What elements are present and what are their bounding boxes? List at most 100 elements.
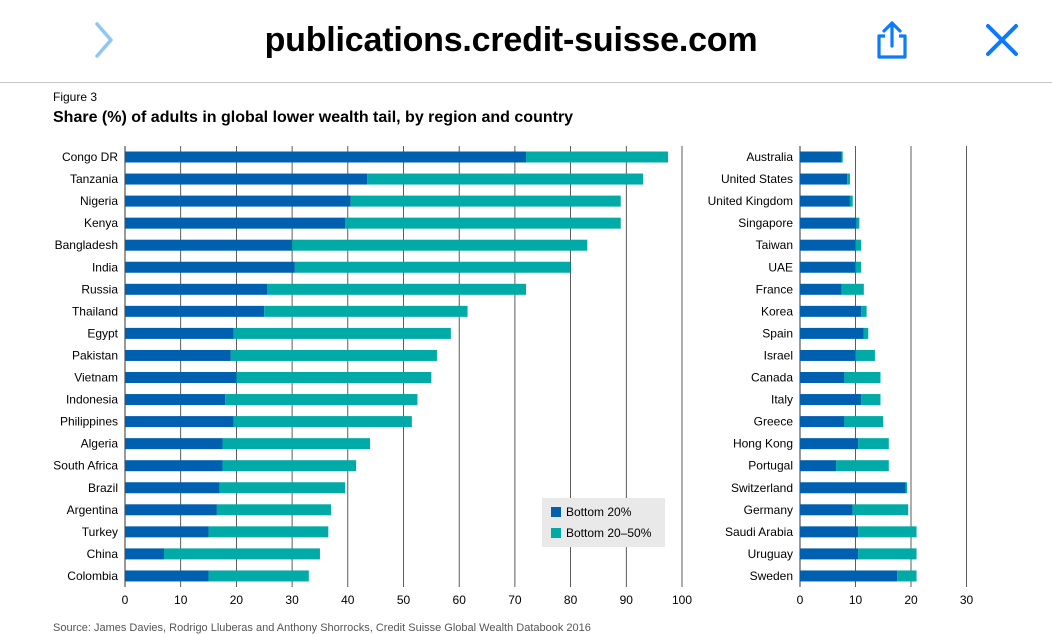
left-tick-label: 70 (508, 593, 522, 607)
right-bar-bottom20-50 (841, 283, 864, 295)
right-category-label: Uruguay (748, 547, 793, 561)
right-bar-bottom20 (800, 239, 856, 251)
right-bar-bottom20-50 (863, 327, 869, 339)
right-bar-bottom20 (800, 173, 848, 185)
right-category-label: Taiwan (756, 238, 793, 252)
left-bar-bottom20-50 (219, 482, 346, 494)
right-bar-bottom20 (800, 283, 842, 295)
legend-swatch (551, 528, 561, 538)
right-bar-bottom20 (800, 195, 850, 207)
figure-title: Share (%) of adults in global lower weal… (53, 109, 574, 126)
share-button[interactable] (866, 14, 918, 66)
right-bar-bottom20-50 (841, 151, 843, 163)
left-category-label: Bangladesh (55, 238, 118, 252)
left-category-label: Brazil (88, 481, 118, 495)
left-tick-label: 60 (453, 593, 467, 607)
right-category-label: Australia (746, 150, 793, 164)
right-bar-bottom20 (800, 327, 864, 339)
legend-entry: Bottom 20–50% (566, 526, 652, 540)
left-tick-label: 10 (174, 593, 188, 607)
right-bar-bottom20 (800, 394, 862, 406)
figure-label: Figure 3 (53, 90, 98, 104)
close-icon (986, 24, 1018, 56)
right-category-label: Spain (762, 326, 793, 340)
right-bar-bottom20-50 (855, 239, 862, 251)
left-bar-bottom20-50 (233, 327, 451, 339)
right-bar-bottom20-50 (855, 261, 862, 273)
forward-button[interactable] (84, 18, 124, 62)
left-bar-bottom20-50 (233, 416, 412, 428)
right-category-label: Canada (751, 371, 793, 385)
right-category-label: France (756, 282, 794, 296)
right-category-label: Switzerland (731, 481, 793, 495)
right-bar-bottom20-50 (847, 173, 850, 185)
right-bar-bottom20-50 (836, 460, 889, 472)
left-tick-label: 0 (122, 593, 129, 607)
right-bar-bottom20-50 (861, 394, 881, 406)
left-category-label: Nigeria (80, 194, 118, 208)
left-category-label: India (92, 260, 118, 274)
left-category-label: South Africa (53, 459, 118, 473)
left-bar-bottom20 (125, 416, 234, 428)
close-button[interactable] (976, 14, 1028, 66)
left-bar-bottom20 (125, 526, 209, 538)
figure-source: Source: James Davies, Rodrigo Lluberas a… (53, 622, 591, 634)
right-bar-bottom20 (800, 349, 856, 361)
right-bar-bottom20-50 (855, 349, 875, 361)
left-bar-bottom20 (125, 504, 217, 516)
left-bar-bottom20-50 (292, 239, 588, 251)
right-category-label: Hong Kong (733, 437, 793, 451)
left-bar-bottom20 (125, 217, 346, 229)
left-bar-bottom20-50 (208, 570, 309, 582)
right-category-label: UAE (768, 260, 793, 274)
right-bar-bottom20-50 (852, 504, 909, 516)
left-bar-bottom20-50 (163, 548, 320, 560)
left-tick-label: 30 (285, 593, 299, 607)
left-category-label: China (87, 547, 119, 561)
left-category-label: Russia (81, 282, 118, 296)
share-icon (877, 21, 907, 59)
left-bar-bottom20-50 (350, 195, 621, 207)
left-category-label: Argentina (67, 503, 119, 517)
left-bar-bottom20-50 (526, 151, 669, 163)
left-bar-bottom20-50 (264, 305, 468, 317)
legend-swatch (551, 507, 561, 517)
right-bar-bottom20 (800, 151, 842, 163)
right-bar-bottom20-50 (858, 438, 889, 450)
right-tick-label: 20 (904, 593, 918, 607)
left-tick-label: 90 (620, 593, 634, 607)
left-category-label: Colombia (67, 569, 118, 583)
left-bar-bottom20-50 (216, 504, 332, 516)
legend-box (542, 498, 665, 547)
left-category-label: Algeria (81, 437, 119, 451)
left-category-label: Vietnam (74, 371, 118, 385)
left-bar-bottom20-50 (225, 394, 418, 406)
right-bar-bottom20 (800, 438, 859, 450)
right-bar-bottom20 (800, 460, 837, 472)
right-bar-bottom20 (800, 305, 862, 317)
browser-toolbar: publications.credit-suisse.com (0, 0, 1052, 83)
right-bar-bottom20-50 (844, 372, 881, 383)
url-address[interactable]: publications.credit-suisse.com (264, 21, 758, 59)
right-tick-label: 30 (960, 593, 974, 607)
right-bar-bottom20 (800, 416, 845, 428)
left-bar-bottom20 (125, 482, 220, 494)
right-tick-label: 0 (797, 593, 804, 607)
left-bar-bottom20-50 (345, 217, 621, 229)
right-tick-label: 10 (849, 593, 863, 607)
right-bar-bottom20-50 (858, 548, 917, 560)
right-bar-bottom20 (800, 504, 853, 516)
right-category-label: Saudi Arabia (725, 525, 793, 539)
left-bar-bottom20 (125, 394, 226, 406)
left-tick-label: 100 (672, 593, 692, 607)
right-category-label: United States (721, 172, 793, 186)
left-bar-bottom20-50 (267, 283, 527, 295)
left-tick-label: 80 (564, 593, 578, 607)
left-bar-bottom20 (125, 305, 265, 317)
right-bar-bottom20 (800, 217, 857, 229)
right-bar-bottom20-50 (849, 195, 853, 207)
left-category-label: Congo DR (62, 150, 118, 164)
right-bar-bottom20 (800, 548, 859, 560)
left-bar-bottom20 (125, 460, 223, 472)
right-category-label: Korea (761, 304, 793, 318)
